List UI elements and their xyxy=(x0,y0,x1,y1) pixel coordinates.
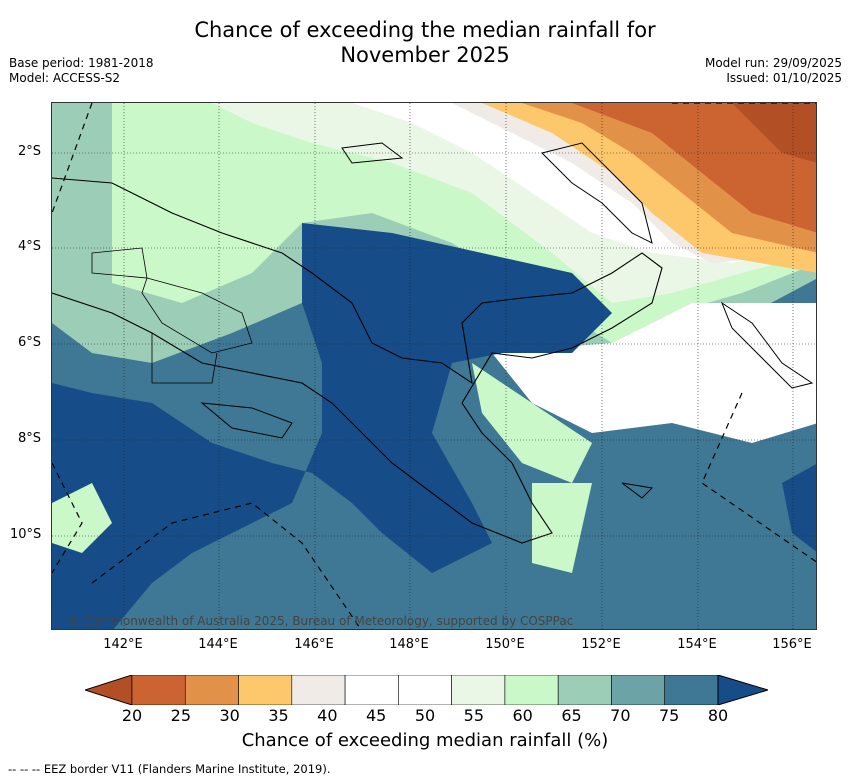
colorbar-tick-label: 50 xyxy=(414,706,436,725)
lat-label-4s: 4°S xyxy=(18,239,42,254)
lat-label-6s: 6°S xyxy=(18,335,42,350)
colorbar-tick-label: 70 xyxy=(610,706,631,725)
base-period: Base period: 1981-2018 xyxy=(9,56,154,70)
chart-title: Chance of exceeding the median rainfall … xyxy=(0,18,850,68)
colorbar-cell xyxy=(504,675,559,705)
issued-date: Issued: 01/10/2025 xyxy=(726,71,842,85)
lon-label-146e: 146°E xyxy=(294,637,334,652)
eez-legend: -- -- -- EEZ border V11 (Flanders Marine… xyxy=(8,762,331,776)
rainfall-map xyxy=(51,102,817,630)
title-line-1: Chance of exceeding the median rainfall … xyxy=(194,18,656,42)
colorbar-ticks: 20 25 30 35 40 45 50 55 60 65 70 75 80 xyxy=(0,706,850,726)
lon-label-148e: 148°E xyxy=(389,637,429,652)
colorbar xyxy=(85,675,768,705)
colorbar-tick-label: 45 xyxy=(365,706,387,725)
lon-label-156e: 156°E xyxy=(772,637,812,652)
lon-label-142e: 142°E xyxy=(103,637,143,652)
colorbar-tick-label: 65 xyxy=(561,706,582,725)
colorbar-cell xyxy=(398,675,452,705)
colorbar-cell xyxy=(611,675,666,705)
meta-left: Base period: 1981-2018 Model: ACCESS-S2 xyxy=(9,56,154,86)
colorbar-tick-label: 35 xyxy=(268,706,289,725)
colorbar-cell xyxy=(238,675,293,705)
model-name: Model: ACCESS-S2 xyxy=(9,71,121,85)
lon-label-152e: 152°E xyxy=(581,637,621,652)
colorbar-tick-label: 80 xyxy=(707,706,729,725)
colorbar-tick-label: 20 xyxy=(121,706,143,725)
colorbar-tick-label: 40 xyxy=(317,706,338,725)
colorbar-cell xyxy=(131,675,186,705)
lat-label-10s: 10°S xyxy=(10,527,42,542)
lat-label-8s: 8°S xyxy=(18,431,42,446)
colorbar-tick-label: 25 xyxy=(170,706,192,725)
colorbar-cell xyxy=(664,675,719,705)
colorbar-cell xyxy=(344,675,399,705)
colorbar-cell xyxy=(291,675,346,705)
colorbar-tick-label: 60 xyxy=(512,706,533,725)
lat-label-2s: 2°S xyxy=(18,144,42,159)
map-svg xyxy=(52,103,816,629)
map-credit: © Commonwealth of Australia 2025, Bureau… xyxy=(68,614,574,628)
model-run: Model run: 29/09/2025 xyxy=(704,56,842,70)
title-line-2: November 2025 xyxy=(340,43,510,67)
colorbar-tick-label: 30 xyxy=(219,706,240,725)
colorbar-arrow-low xyxy=(85,675,133,705)
lon-label-154e: 154°E xyxy=(677,637,717,652)
lon-label-144e: 144°E xyxy=(198,637,238,652)
meta-right: Model run: 29/09/2025 Issued: 01/10/2025 xyxy=(705,56,842,86)
lon-label-150e: 150°E xyxy=(485,637,525,652)
colorbar-label: Chance of exceeding median rainfall (%) xyxy=(241,730,609,751)
colorbar-cell xyxy=(184,675,239,705)
colorbar-tick-label: 55 xyxy=(463,706,485,725)
colorbar-cell xyxy=(557,675,612,705)
colorbar-tick-label: 75 xyxy=(658,706,680,725)
colorbar-arrow-high xyxy=(717,675,768,705)
colorbar-cell xyxy=(451,675,506,705)
